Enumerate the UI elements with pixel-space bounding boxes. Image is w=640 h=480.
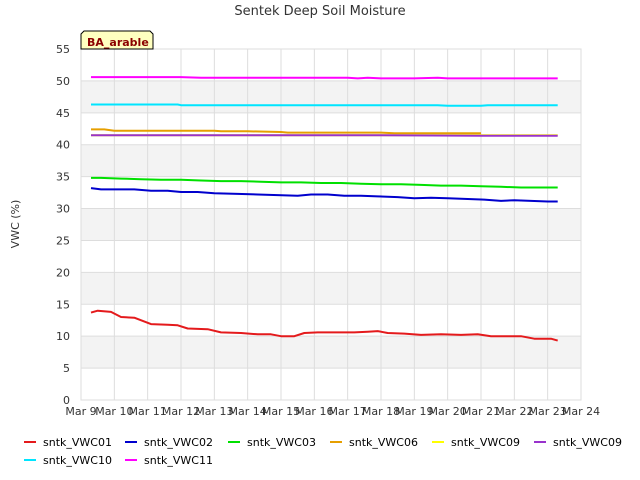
x-tick-label: Mar 12 bbox=[162, 405, 200, 418]
legend-label: sntk_VWC11 bbox=[144, 454, 213, 467]
series-line bbox=[90, 187, 558, 203]
y-tick-label: 55 bbox=[56, 43, 70, 56]
site-label-text: BA_arable bbox=[87, 36, 149, 49]
plot-bands bbox=[81, 80, 581, 369]
legend-label: sntk_VWC01 bbox=[43, 436, 112, 449]
series-line bbox=[91, 134, 558, 137]
x-tick-label: Mar 18 bbox=[362, 405, 400, 418]
y-tick-label: 50 bbox=[56, 75, 70, 88]
site-label-badge: BA_arable bbox=[80, 30, 154, 50]
x-tick-label: Mar 22 bbox=[495, 405, 533, 418]
y-tick-label: 5 bbox=[63, 362, 70, 375]
y-tick-label: 45 bbox=[56, 107, 70, 120]
x-tick-label: Mar 10 bbox=[95, 405, 133, 418]
legend-label: sntk_VWC10 bbox=[43, 454, 112, 467]
legend-label: sntk_VWC06 bbox=[349, 436, 418, 449]
x-tick-label: Mar 14 bbox=[229, 405, 267, 418]
chart-title: Sentek Deep Soil Moisture bbox=[234, 4, 405, 19]
y-tick-label: 30 bbox=[56, 203, 70, 216]
plot-band bbox=[81, 208, 581, 241]
y-tick-label: 0 bbox=[63, 394, 70, 407]
series-line bbox=[90, 309, 558, 342]
x-tick-label: Mar 21 bbox=[462, 405, 500, 418]
x-tick-label: Mar 19 bbox=[395, 405, 433, 418]
y-tick-label: 20 bbox=[56, 266, 70, 279]
x-tick-label: Mar 16 bbox=[295, 405, 333, 418]
y-tick-label: 25 bbox=[56, 234, 70, 247]
legend: sntk_VWC01 sntk_VWC02 sntk_VWC03 sntk_VWC06… bbox=[24, 436, 622, 467]
legend-label: sntk_VWC03 bbox=[247, 436, 316, 449]
x-tick-label: Mar 11 bbox=[129, 405, 167, 418]
series-line bbox=[91, 103, 558, 107]
y-tick-label: 35 bbox=[56, 171, 70, 184]
x-tick-label: Mar 24 bbox=[562, 405, 600, 418]
y-tick-label: 10 bbox=[56, 330, 70, 343]
x-tick-label: Mar 13 bbox=[195, 405, 233, 418]
series-line bbox=[91, 76, 558, 80]
plot-area bbox=[80, 48, 582, 401]
x-tick-label: Mar 9 bbox=[65, 405, 96, 418]
gridlines bbox=[80, 48, 582, 401]
site-label-box bbox=[80, 30, 154, 50]
y-tick-label: 15 bbox=[56, 298, 70, 311]
x-tick-label: Mar 20 bbox=[429, 405, 467, 418]
y-axis-label: VWC (%) bbox=[9, 200, 22, 249]
plot-band bbox=[81, 272, 581, 305]
legend-label: sntk_VWC02 bbox=[144, 436, 213, 449]
y-axis: 0 5 10 15 20 25 30 35 40 45 50 55 bbox=[56, 43, 70, 407]
series-line bbox=[91, 176, 558, 189]
series-lines bbox=[90, 76, 558, 342]
plot-band bbox=[81, 336, 581, 369]
legend-label: sntk_VWC09 bbox=[451, 436, 520, 449]
x-tick-label: Mar 17 bbox=[329, 405, 367, 418]
x-tick-label: Mar 15 bbox=[262, 405, 300, 418]
y-tick-label: 40 bbox=[56, 139, 70, 152]
plot-band bbox=[81, 144, 581, 177]
legend-label: sntk_VWC09 bbox=[553, 436, 622, 449]
x-tick-label: Mar 23 bbox=[529, 405, 567, 418]
plot-band bbox=[81, 80, 581, 113]
series-line bbox=[91, 128, 481, 135]
